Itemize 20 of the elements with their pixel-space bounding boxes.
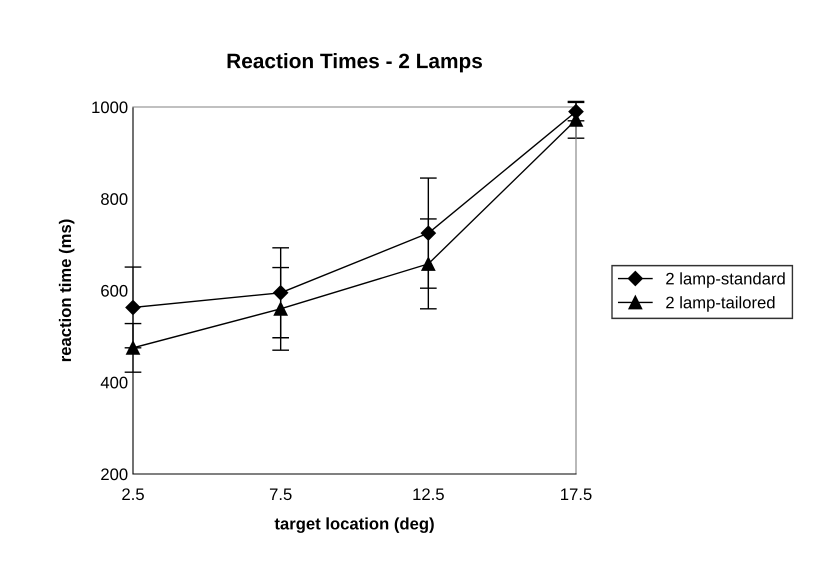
y-tick-label: 800: [101, 193, 128, 205]
point: [273, 285, 288, 300]
x-tick-label: 17.5: [561, 488, 592, 500]
y-tick-label: 200: [101, 468, 128, 480]
chart-title: Reaction Times - 2 Lamps: [228, 53, 482, 72]
y-tick-label: 1000: [92, 101, 128, 114]
x-axis-title: target location (deg): [274, 517, 434, 533]
x-tick-label: 7.5: [270, 488, 292, 500]
point: [126, 340, 140, 355]
point: [421, 256, 436, 271]
legend-label: 2 lamp-tailored: [666, 296, 774, 312]
point: [125, 300, 141, 316]
y-tick-label: 600: [101, 284, 128, 297]
y-axis-title: reaction time (ms): [58, 220, 74, 362]
x-tick-label: 12.5: [413, 488, 444, 500]
y-tick-label: 400: [100, 376, 128, 388]
point: [420, 226, 436, 241]
point: [274, 302, 288, 316]
x-tick-label: 2.5: [122, 488, 144, 500]
legend-label: 2 lamp-standard: [666, 272, 785, 288]
